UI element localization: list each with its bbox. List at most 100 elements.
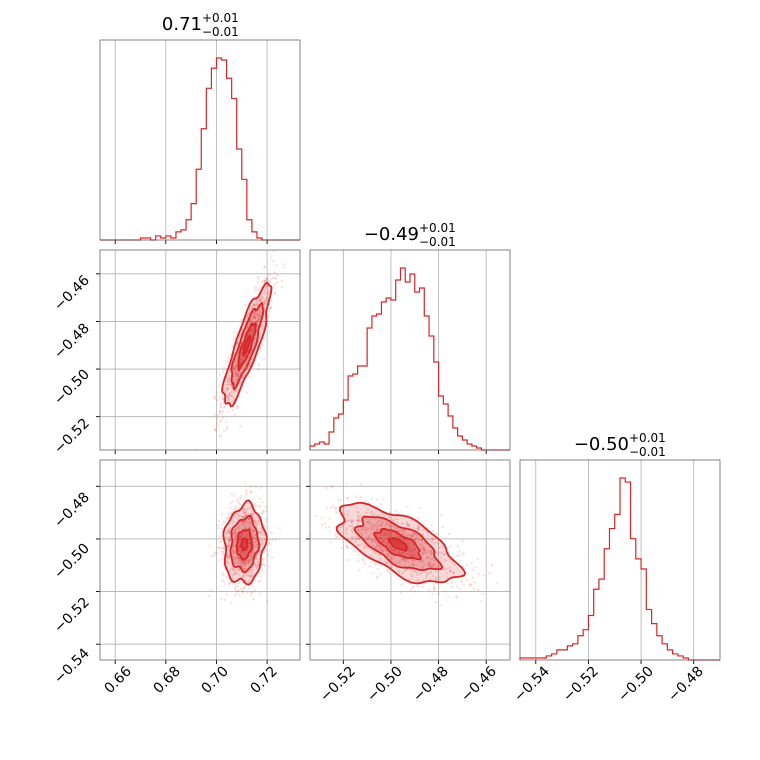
scatter-3-point: [392, 548, 395, 551]
scatter-1-point: [266, 296, 269, 300]
scatter-3-point: [437, 564, 440, 568]
scatter-3-point: [402, 551, 406, 554]
scatter-3-point: [350, 520, 354, 523]
scatter-2-point: [237, 560, 240, 563]
scatter-1-point: [226, 383, 229, 386]
scatter-2-point: [238, 568, 241, 572]
scatter-3-point: [453, 563, 457, 566]
scatter-2-point: [242, 560, 245, 563]
scatter-2-point: [228, 555, 231, 558]
scatter-1-point: [250, 332, 253, 336]
scatter-3-point: [416, 541, 419, 544]
scatter-1-point: [245, 316, 249, 319]
scatter-1-point: [233, 368, 236, 372]
scatter-3-point: [462, 583, 466, 587]
scatter-3-point: [413, 532, 416, 535]
scatter-3-point: [401, 522, 404, 525]
scatter-1-point: [257, 319, 260, 322]
scatter-3-point: [390, 565, 394, 569]
scatter-2-point: [217, 519, 221, 523]
scatter-2-point: [216, 546, 219, 549]
scatter-1-point: [248, 311, 251, 314]
scatter-2-point: [233, 587, 237, 590]
scatter-3-point: [401, 551, 405, 555]
scatter-3-point: [366, 527, 369, 530]
hist-3-line: [519, 477, 720, 661]
scatter-3-point: [474, 566, 477, 569]
scatter-3-point: [374, 545, 378, 549]
scatter-3-point: [407, 547, 410, 550]
scatter-1-point: [219, 420, 222, 423]
scatter-2-point: [247, 526, 251, 529]
ytick-label-row2-1: −0.52: [51, 416, 93, 458]
scatter-1-point: [222, 401, 225, 405]
scatter-1-point: [230, 390, 233, 393]
scatter-1-point: [226, 360, 230, 364]
scatter-2-point: [238, 541, 241, 545]
scatter-2-point: [268, 530, 271, 534]
scatter-1-point: [259, 300, 262, 303]
scatter-3-point: [357, 537, 361, 540]
scatter-2-point: [231, 573, 234, 576]
scatter-3-point: [496, 582, 499, 585]
scatter-2-point: [255, 566, 259, 569]
scatter-3-point: [418, 560, 421, 564]
scatter-1-point: [254, 302, 257, 305]
scatter-1-point: [269, 306, 272, 309]
scatter-1-point: [221, 370, 225, 373]
scatter-1-point: [233, 413, 237, 416]
scatter-1-point: [250, 306, 254, 309]
scatter-3-point: [380, 534, 383, 537]
scatter-3-point: [426, 557, 429, 560]
scatter-2-point: [232, 567, 236, 571]
scatter-3-point: [331, 504, 335, 508]
scatter-1-point: [244, 320, 248, 323]
scatter-1-point: [252, 316, 255, 319]
scatter-1-point: [225, 425, 229, 429]
scatter-1-point: [234, 374, 238, 377]
scatter-2-point: [244, 579, 248, 582]
scatter-1-point: [226, 394, 229, 397]
scatter-3-point: [456, 585, 459, 588]
scatter-3-point: [421, 544, 424, 548]
scatter-2-point: [225, 575, 228, 578]
scatter-2-point: [233, 556, 237, 560]
scatter-3-point: [408, 554, 412, 558]
scatter-1-point: [233, 366, 236, 369]
scatter-3-point: [341, 525, 344, 528]
scatter-1-point: [264, 279, 267, 283]
scatter-2-point: [255, 485, 258, 489]
scatter-2-point: [243, 561, 246, 564]
scatter-3-point: [367, 527, 371, 531]
scatter-1-point: [235, 407, 238, 410]
scatter-2-point: [251, 528, 255, 532]
scatter-2-point: [237, 556, 240, 560]
scatter-1-point: [234, 365, 238, 369]
scatter-2-point: [248, 521, 252, 525]
scatter-2-point: [222, 553, 225, 556]
scatter-3-point: [366, 537, 370, 541]
scatter-3-point: [351, 536, 354, 539]
scatter-2-point: [248, 520, 252, 524]
scatter-1-point: [219, 409, 222, 412]
scatter-2-point: [220, 523, 224, 526]
scatter-2-point: [233, 531, 236, 535]
scatter-2-point: [251, 512, 255, 516]
scatter-3-point: [344, 526, 348, 530]
scatter-2-point: [253, 563, 257, 567]
scatter-1-point: [256, 319, 259, 322]
scatter-2-point: [264, 518, 267, 521]
scatter-3-point: [401, 557, 405, 561]
scatter-3-point: [414, 532, 417, 536]
scatter-3-point: [424, 551, 428, 555]
scatter-3-point: [372, 524, 376, 527]
scatter-2-point: [237, 545, 240, 548]
scatter-1-point: [221, 409, 225, 413]
scatter-3-point: [356, 523, 359, 526]
scatter-3-point: [431, 537, 434, 540]
scatter-1-point: [224, 359, 228, 362]
scatter-3-point: [382, 539, 385, 543]
scatter-3-point: [414, 538, 418, 541]
scatter-2-point: [253, 532, 257, 536]
scatter-3-point: [364, 499, 367, 502]
